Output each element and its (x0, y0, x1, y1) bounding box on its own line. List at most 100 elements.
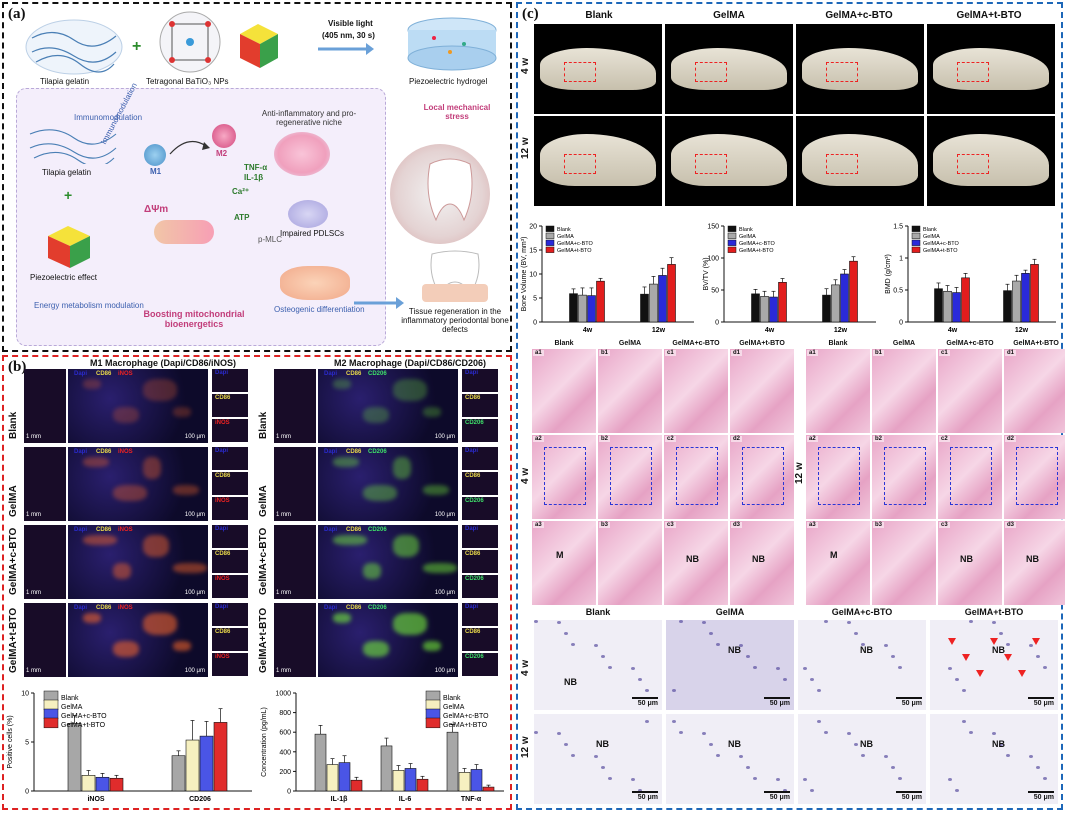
ihc-scale-label: 50 μm (769, 700, 790, 708)
channel-chip-label: Dapi (215, 526, 229, 532)
ct-row-label: 12 w (520, 137, 531, 159)
plus-sign: + (132, 38, 142, 55)
fluorescence-spot (333, 535, 367, 545)
channel-image: CD86 (212, 628, 248, 651)
micro-ct-image (927, 116, 1055, 206)
he-tile-id: b1 (599, 350, 611, 356)
immunomodulation-label: Immunomodulation (74, 113, 143, 122)
y-axis-label: Positive cells (%) (7, 715, 14, 768)
legend-swatch (727, 232, 737, 239)
bar (314, 733, 327, 792)
ihc-image: NB 50 μm (798, 620, 926, 710)
bar (416, 778, 429, 792)
bar (482, 786, 495, 792)
mandible-render (933, 134, 1049, 186)
he-tile-id: d3 (1005, 522, 1017, 528)
nucleus-dot (753, 777, 757, 780)
curved-arrow-icon (169, 140, 210, 155)
legend-label: GelMA+t-BTO (61, 722, 106, 729)
micro-ct-image (534, 24, 662, 114)
scale-label-1mm: 1 mm (276, 668, 291, 675)
fluorescence-spot (363, 407, 389, 423)
m1-title: M1 Macrophage (Dapi/CD86/iNOS) (90, 358, 237, 368)
ct-column-header: Blank (585, 10, 613, 21)
group-row-label: Blank (258, 411, 269, 439)
bar (470, 769, 483, 792)
y-tick-label: 5 (25, 740, 29, 747)
channel-chip-label: iNOS (215, 420, 230, 426)
fluorescence-spot (173, 485, 199, 495)
legend-label: GelMA+t-BTO (923, 248, 958, 254)
legend-swatch (425, 717, 441, 729)
scale-label-100um: 100 μm (184, 512, 205, 519)
scale-label-1mm: 1 mm (26, 434, 41, 441)
nucleus-dot (534, 620, 538, 623)
overview-image: 1 mm (24, 447, 66, 521)
ihc-nb-label: NB (728, 739, 741, 749)
channel-chip-label: CD86 (215, 395, 231, 401)
he-tile-id: a3 (533, 522, 544, 528)
fluorescence-spot (83, 535, 117, 545)
he-tile-id: a2 (807, 436, 818, 442)
channel-tag: CD86 (96, 449, 112, 455)
channel-image: iNOS (212, 653, 248, 676)
nucleus-dot (810, 678, 814, 681)
scale-label-100um: 100 μm (184, 434, 205, 441)
bar (109, 777, 124, 792)
channel-image: iNOS (212, 497, 248, 520)
nucleus-dot (824, 731, 828, 734)
zoom-image: 100 μm (68, 369, 208, 443)
he-image: b2 (872, 435, 936, 519)
y-tick-label: 0 (25, 789, 29, 796)
bar (81, 775, 96, 792)
channel-image: CD86 (212, 394, 248, 417)
bar (171, 755, 186, 792)
ihc-column-header: GelMA+c-BTO (831, 607, 893, 617)
tnf-label: TNF-α (244, 163, 268, 172)
nucleus-dot (739, 755, 743, 758)
he-column-header: GelMA+c-BTO (672, 340, 720, 347)
channel-tag: CD86 (346, 449, 362, 455)
osteo-label: Osteogenic differentiation (274, 305, 365, 314)
bar (1012, 280, 1021, 323)
channel-image: CD206 (462, 497, 498, 520)
positive-cells-chart: 0 5 10 Positive cells (%) iNOS CD206 Blank GelM… (7, 691, 252, 803)
channel-chip-label: CD206 (465, 576, 484, 582)
boosting-label: Boosting mitochondrial bioenergetics (143, 309, 245, 329)
nucleus-dot (638, 678, 642, 681)
channel-tag: CD86 (346, 371, 362, 377)
ct-column-header: GelMA (713, 10, 745, 21)
zoom-roi (818, 447, 860, 505)
channel-chip-label: Dapi (215, 370, 229, 376)
ca-label: Ca²⁺ (232, 187, 250, 196)
zoom-image: 100 μm (318, 525, 458, 599)
he-tile-id: c1 (665, 350, 676, 356)
legend-swatch (545, 239, 555, 246)
nucleus-dot (803, 778, 807, 781)
channel-chip-label: Dapi (215, 604, 229, 610)
channel-image: CD86 (212, 550, 248, 573)
panel-b-label: (b) (8, 359, 27, 375)
channel-tag: CD86 (96, 371, 112, 377)
micro-ct-image (534, 116, 662, 206)
channel-tag: CD206 (368, 449, 387, 455)
panel-c-label: (c) (522, 6, 539, 22)
nucleus-dot (672, 720, 676, 723)
nucleus-dot (884, 644, 888, 647)
he-image: b3 (598, 521, 662, 605)
bar (587, 295, 596, 323)
nucleus-dot (753, 666, 757, 669)
channel-tag: CD206 (368, 527, 387, 533)
channel-tag: CD86 (96, 605, 112, 611)
he-column-header: GelMA+t-BTO (739, 340, 785, 347)
m2-label: M2 (216, 149, 228, 158)
bar (326, 764, 339, 792)
channel-chip-label: CD86 (215, 629, 231, 635)
nucleus-dot (992, 621, 996, 624)
nucleus-dot (969, 731, 973, 734)
channel-chip-label: Dapi (465, 448, 479, 454)
micro-ct-image (796, 116, 924, 206)
scale-label-100um: 100 μm (434, 668, 455, 675)
y-axis-label: BMD (g/cm³) (885, 254, 892, 294)
